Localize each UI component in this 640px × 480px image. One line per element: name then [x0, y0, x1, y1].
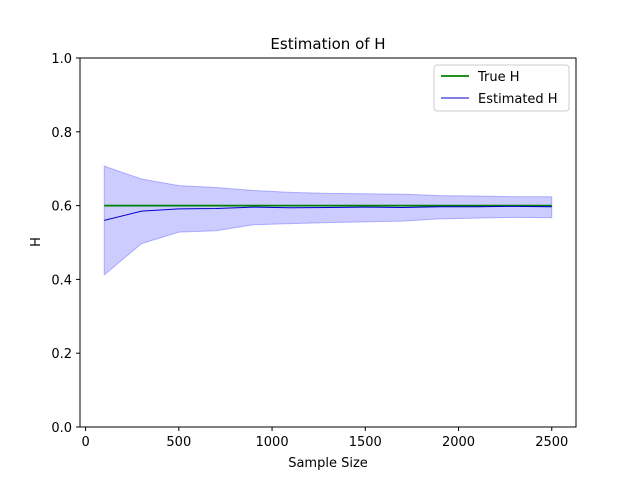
y-tick-label: 0.6 — [51, 200, 72, 215]
y-tick-label: 0.2 — [51, 347, 72, 362]
x-axis-label: Sample Size — [288, 456, 368, 471]
axes-frame — [79, 57, 577, 428]
x-tick-label: 0 — [81, 435, 89, 450]
x-tick-label: 1000 — [256, 435, 289, 450]
y-tick-label: 1.0 — [51, 52, 72, 67]
y-axis-label: H — [29, 237, 44, 247]
y-tick-label: 0.4 — [51, 273, 72, 288]
series-line-estimated-h — [104, 205, 552, 221]
y-axis: 0.0 0.2 0.4 0.6 0.8 1.0 — [51, 52, 80, 436]
chart-title: Estimation of H — [270, 35, 385, 53]
legend-label-true-h: True H — [477, 70, 520, 85]
confidence-band — [103, 165, 553, 277]
x-tick-label: 500 — [166, 435, 191, 450]
x-tick-label: 2500 — [535, 435, 568, 450]
legend: True H Estimated H — [433, 64, 570, 112]
legend-label-estimated-h: Estimated H — [478, 92, 558, 107]
plot-area — [103, 165, 553, 277]
y-tick-label: 0.8 — [51, 126, 72, 141]
x-tick-label: 1500 — [349, 435, 382, 450]
x-tick-label: 2000 — [442, 435, 475, 450]
y-tick-label: 0.0 — [51, 421, 72, 436]
x-axis: 0 500 1000 1500 2000 2500 — [81, 427, 568, 450]
